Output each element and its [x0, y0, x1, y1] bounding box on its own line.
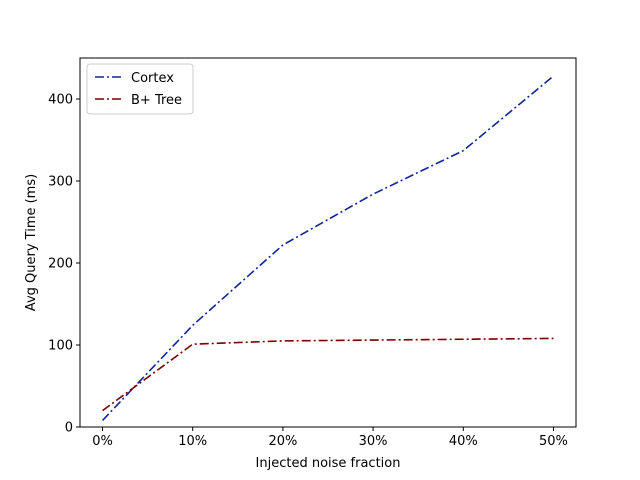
y-tick-label: 200 — [48, 257, 73, 272]
y-tick-label: 0 — [65, 421, 73, 436]
y-axis: 0 100 200 300 400 — [48, 93, 80, 436]
x-axis: 0% 10% 20% 30% 40% 50% — [92, 427, 568, 449]
y-tick-label: 300 — [48, 175, 73, 190]
x-axis-label: Injected noise fraction — [256, 456, 401, 471]
x-tick-label: 10% — [178, 434, 207, 449]
y-tick-label: 400 — [48, 93, 73, 108]
legend-label-1: B+ Tree — [131, 93, 182, 108]
x-tick-label: 30% — [359, 434, 388, 449]
plot-area — [101, 75, 554, 421]
axes-frame — [79, 57, 577, 428]
legend-label-0: Cortex — [131, 71, 174, 86]
x-tick-label: 0% — [92, 434, 113, 449]
x-tick-label: 20% — [268, 434, 297, 449]
series-line-1 — [102, 337, 554, 412]
x-tick-label: 40% — [449, 434, 478, 449]
legend: Cortex B+ Tree — [86, 63, 194, 115]
y-tick-label: 100 — [48, 339, 73, 354]
y-axis-label: Avg Query Time (ms) — [24, 174, 39, 311]
series-line-0 — [101, 75, 554, 421]
x-tick-label: 50% — [539, 434, 568, 449]
